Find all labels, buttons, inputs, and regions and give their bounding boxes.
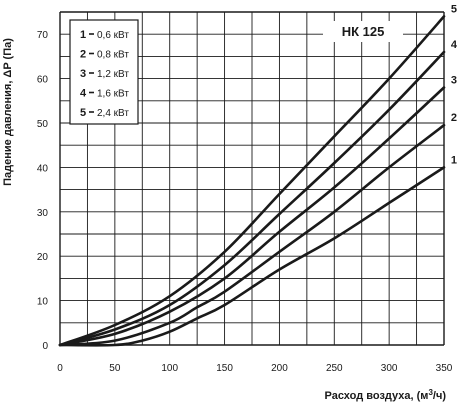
y-tick-label: 60 <box>37 75 49 86</box>
x-tick-label: 350 <box>436 363 453 374</box>
series-line-2 <box>58 123 446 347</box>
series-label-1: 1 <box>451 154 457 166</box>
series-label-4: 4 <box>451 39 458 51</box>
x-axis-title: Расход воздуха, (м3/ч) <box>325 388 447 402</box>
y-tick-label: 40 <box>37 163 49 174</box>
y-tick-label: 70 <box>37 30 49 41</box>
legend-number: 3 <box>80 68 86 80</box>
y-axis-title: Падение давления, ΔP (Па) <box>2 38 14 186</box>
x-tick-label: 250 <box>326 363 343 374</box>
x-tick-label: 200 <box>271 363 288 374</box>
x-tick-label: 0 <box>57 363 63 374</box>
series-line-3 <box>58 86 446 347</box>
model-badge: НК 125 <box>342 24 385 39</box>
model-badge-box <box>323 21 403 42</box>
x-tick-label: 150 <box>216 363 233 374</box>
x-axis-title-superscript: 3 <box>428 388 433 397</box>
x-tick-label: 100 <box>161 363 178 374</box>
legend: 1 0,6 кВт 2 0,8 кВт 3 1,2 кВт 4 1,6 кВт 5 2,4 кВт <box>69 19 139 125</box>
tick-labels: 0 50 100 150 200 250 300 350 0 10 20 30 40 50 60 70 <box>37 30 453 374</box>
legend-value: 0,8 кВт <box>97 50 129 61</box>
grid <box>59 11 445 346</box>
legend-number: 2 <box>80 49 86 61</box>
legend-value: 1,6 кВт <box>97 89 129 100</box>
y-tick-label: 30 <box>37 208 49 219</box>
series-end-labels: 1 2 3 4 5 <box>451 3 458 166</box>
x-tick-label: 50 <box>109 363 121 374</box>
y-tick-label: 0 <box>42 341 48 352</box>
series-label-2: 2 <box>451 112 457 124</box>
x-tick-label: 300 <box>381 363 398 374</box>
legend-number: 5 <box>80 107 86 119</box>
y-tick-label: 20 <box>37 252 49 263</box>
legend-value: 2,4 кВт <box>97 108 129 119</box>
series-line-4 <box>58 50 446 347</box>
legend-number: 1 <box>80 29 86 41</box>
legend-number: 4 <box>80 88 87 100</box>
y-tick-label: 50 <box>37 119 49 130</box>
x-axis-title-tail: /ч) <box>433 390 446 402</box>
series-line-1 <box>58 166 446 347</box>
series-line-5 <box>58 15 446 347</box>
y-tick-label: 10 <box>37 297 49 308</box>
legend-value: 0,6 кВт <box>97 30 129 41</box>
legend-value: 1,2 кВт <box>97 69 129 80</box>
legend-box <box>69 19 139 125</box>
series-label-5: 5 <box>451 3 457 15</box>
series-lines <box>58 15 446 347</box>
series-label-3: 3 <box>451 74 457 86</box>
